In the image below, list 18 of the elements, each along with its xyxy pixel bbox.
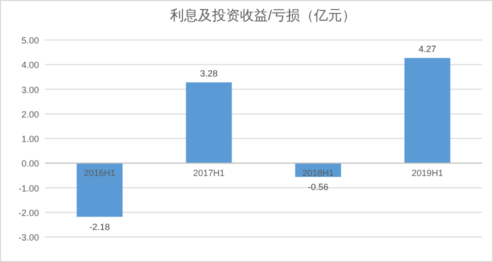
data-label: 3.28 xyxy=(200,68,218,78)
x-tick-label: 2017H1 xyxy=(193,168,225,178)
y-tick-label: -1.00 xyxy=(18,183,39,194)
y-tick-label: -2.00 xyxy=(18,208,39,218)
x-tick-label: 2019H1 xyxy=(412,168,444,178)
y-tick-label: 5.00 xyxy=(21,36,39,46)
y-tick-label: -3.00 xyxy=(18,232,39,242)
x-tick-label: 2018H1 xyxy=(302,168,334,178)
x-tick-label: 2016H1 xyxy=(84,168,116,178)
y-tick-label: 3.00 xyxy=(21,84,39,95)
title: 利息及投资收益/亏损（亿元） xyxy=(170,7,356,23)
data-label: -2.18 xyxy=(89,222,110,232)
data-label: -0.56 xyxy=(308,182,328,192)
data-label: 4.27 xyxy=(418,44,436,54)
y-tick-label: 0.00 xyxy=(21,158,39,169)
y-tick-label: 4.00 xyxy=(21,60,39,70)
y-tick-label: 1.00 xyxy=(21,134,39,144)
y-tick-label: 2.00 xyxy=(21,109,39,120)
